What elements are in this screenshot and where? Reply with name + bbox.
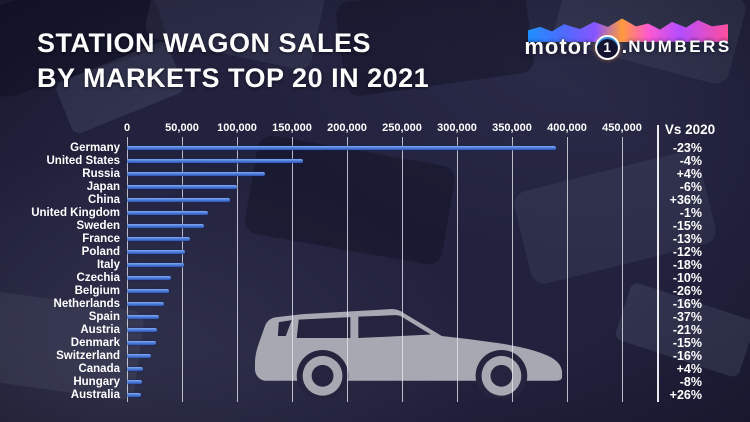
country-label: United States <box>46 154 121 167</box>
gridline <box>292 137 293 402</box>
station-wagon-silhouette <box>254 309 563 398</box>
sales-bar <box>127 250 186 254</box>
sales-bar <box>127 159 303 163</box>
logo-text: motor 1 . NUMBERS <box>522 34 734 60</box>
sales-bar <box>127 263 185 267</box>
country-label: Austria <box>80 323 120 336</box>
country-label: Russia <box>82 167 120 180</box>
vs-2020-value: -8% <box>679 374 702 389</box>
sales-bar <box>127 302 165 306</box>
sales-bar <box>127 237 190 241</box>
vs-2020-value: +4% <box>676 166 702 181</box>
vs-2020-value: -12% <box>672 244 702 259</box>
x-tick-label: 50,000 <box>165 122 199 134</box>
motor1-numbers-logo: motor 1 . NUMBERS <box>522 12 734 70</box>
country-label: Sweden <box>76 219 120 232</box>
sales-bar <box>127 354 152 358</box>
country-label: France <box>82 232 120 245</box>
sales-bar <box>127 198 231 202</box>
country-label: Spain <box>88 310 120 323</box>
logo-motor-text: motor <box>524 34 592 59</box>
vs-2020-value: -15% <box>672 218 702 233</box>
vs-2020-value: -6% <box>679 179 702 194</box>
vs-2020-value: -16% <box>672 348 702 363</box>
sales-bar <box>127 211 209 215</box>
sales-bar <box>127 341 156 345</box>
country-label: Germany <box>70 141 120 154</box>
sales-bar <box>127 380 142 384</box>
sales-bar <box>127 393 142 397</box>
vs-2020-value: -13% <box>672 231 702 246</box>
vs-2020-value: +4% <box>676 361 702 376</box>
x-tick-label: 450,000 <box>602 122 642 134</box>
x-tick-label: 100,000 <box>217 122 257 134</box>
gridline <box>237 137 238 402</box>
country-label: Switzerland <box>56 349 120 362</box>
vs-2020-value: -15% <box>672 335 702 350</box>
x-tick-label: 0 <box>123 122 131 134</box>
gridline <box>567 137 568 402</box>
gridline <box>622 137 623 402</box>
page-title: STATION WAGON SALES BY MARKETS TOP 20 IN… <box>37 26 429 96</box>
country-label: United Kingdom <box>31 206 120 219</box>
vs-2020-value: +36% <box>669 192 702 207</box>
country-label: Czechia <box>76 271 120 284</box>
vs-2020-value: -16% <box>672 296 702 311</box>
country-label: Hungary <box>73 375 120 388</box>
sales-bar <box>127 276 171 280</box>
vs-2020-value: -10% <box>672 270 702 285</box>
gridline <box>457 137 458 402</box>
gridline <box>347 137 348 402</box>
country-label: Canada <box>78 362 120 375</box>
sales-bar <box>127 367 143 371</box>
gridline <box>127 137 128 402</box>
vs-2020-value: -37% <box>672 309 702 324</box>
country-label: Belgium <box>74 284 120 297</box>
country-label: Italy <box>96 258 120 271</box>
x-tick-label: 150,000 <box>272 122 312 134</box>
sales-bar <box>127 289 169 293</box>
x-tick-label: 300,000 <box>437 122 477 134</box>
sales-bar <box>127 172 265 176</box>
country-label: Denmark <box>70 336 120 349</box>
country-label: Poland <box>81 245 120 258</box>
vs-2020-value: -26% <box>672 283 702 298</box>
logo-one-badge: 1 <box>594 34 620 60</box>
country-label: Australia <box>70 388 120 401</box>
vs-2020-value: -18% <box>672 257 702 272</box>
x-tick-label: 400,000 <box>547 122 587 134</box>
country-label: Netherlands <box>53 297 120 310</box>
gridline <box>512 137 513 402</box>
sales-bar <box>127 224 204 228</box>
vs-2020-value: -4% <box>679 153 702 168</box>
country-label: Japan <box>86 180 120 193</box>
vs-2020-value: +26% <box>669 387 702 402</box>
title-line-2: BY MARKETS TOP 20 IN 2021 <box>37 63 430 93</box>
vs-2020-value: -21% <box>672 322 702 337</box>
logo-numbers-text: NUMBERS <box>628 37 732 56</box>
sales-bar <box>127 315 159 319</box>
sales-bar <box>127 185 237 189</box>
x-tick-label: 250,000 <box>382 122 422 134</box>
vs-2020-value: -1% <box>679 205 702 220</box>
logo-dot: . <box>621 35 628 58</box>
country-label: China <box>88 193 120 206</box>
background-car-shape <box>242 133 458 267</box>
gridline <box>182 137 183 402</box>
title-line-1: STATION WAGON SALES <box>37 28 372 58</box>
sales-bar <box>127 328 157 332</box>
vs-column-separator <box>657 125 659 402</box>
x-tick-label: 350,000 <box>492 122 532 134</box>
gridline <box>402 137 403 402</box>
vs-2020-column-header: Vs 2020 <box>664 122 716 137</box>
x-tick-label: 200,000 <box>327 122 367 134</box>
vs-2020-value: -23% <box>672 140 702 155</box>
sales-bar <box>127 146 556 150</box>
